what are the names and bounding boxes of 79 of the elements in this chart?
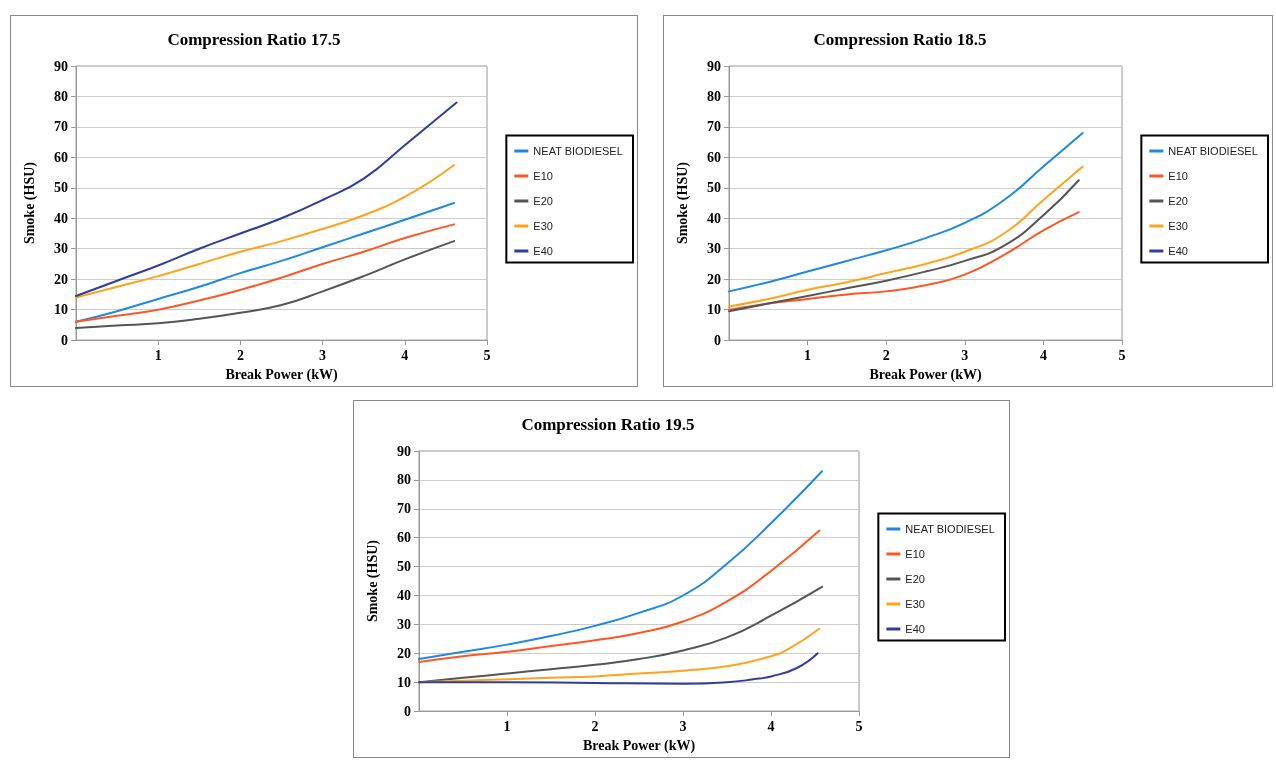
line-series (75, 240, 456, 329)
y-tick-label: 50 (54, 180, 68, 196)
y-tick-label: 30 (707, 241, 721, 257)
legend-label: E10 (533, 170, 553, 182)
y-tick-label: 80 (707, 88, 721, 104)
y-tick-label: 90 (707, 58, 721, 74)
legend-label: E10 (905, 548, 925, 560)
x-tick-label: 1 (503, 718, 511, 734)
x-axis-title: Break Power (kW) (582, 737, 696, 754)
x-tick-label: 1 (154, 347, 162, 363)
y-tick-label: 60 (707, 149, 721, 165)
y-tick-label: 40 (707, 210, 721, 226)
line-series (418, 470, 824, 661)
y-tick-label: 0 (714, 332, 721, 348)
y-tick-label: 0 (404, 703, 411, 719)
y-tick-label: 40 (54, 210, 68, 226)
y-tick-label: 50 (707, 180, 721, 196)
legend-label: E20 (533, 195, 553, 207)
legend-label: E30 (1168, 220, 1188, 232)
legend-label: NEAT BIODIESEL (533, 145, 623, 157)
legend-label: E40 (533, 245, 553, 257)
chart-title: Compression Ratio 19.5 (521, 415, 695, 434)
line-series (728, 132, 1084, 293)
line-series (75, 163, 456, 299)
x-axis-title: Break Power (kW) (869, 366, 982, 383)
legend-label: E30 (533, 220, 553, 232)
line-series (75, 202, 456, 323)
x-tick-label: 5 (855, 718, 863, 734)
legend-label: E20 (1168, 195, 1188, 207)
x-tick-label: 4 (1039, 347, 1047, 363)
y-axis-title: Smoke (HSU) (674, 161, 691, 245)
y-tick-label: 90 (54, 58, 68, 74)
y-tick-label: 10 (707, 302, 721, 318)
y-tick-label: 70 (707, 119, 721, 135)
x-tick-label: 2 (882, 347, 890, 363)
chart-title: Compression Ratio 17.5 (167, 30, 341, 49)
y-tick-label: 40 (397, 588, 411, 603)
legend-label: E40 (1168, 245, 1188, 257)
legend-label: E30 (905, 598, 925, 610)
line-series (418, 529, 821, 663)
y-tick-label: 80 (54, 88, 68, 104)
legend-label: NEAT BIODIESEL (905, 523, 995, 535)
y-tick-label: 30 (54, 241, 68, 257)
x-tick-label: 1 (804, 347, 812, 363)
legend-label: E10 (1168, 170, 1188, 182)
x-axis-title: Break Power (kW) (225, 366, 338, 383)
x-tick-label: 3 (319, 347, 327, 363)
y-tick-label: 80 (397, 472, 411, 488)
legend-label: E40 (905, 623, 925, 635)
y-tick-label: 10 (54, 302, 68, 318)
y-tick-label: 70 (54, 119, 68, 135)
x-tick-label: 2 (236, 347, 244, 363)
y-tick-label: 0 (61, 332, 68, 348)
y-tick-label: 20 (397, 645, 411, 661)
y-tick-label: 10 (397, 674, 411, 690)
y-tick-label: 20 (54, 271, 68, 287)
y-tick-label: 70 (397, 501, 411, 517)
x-tick-label: 5 (1118, 347, 1126, 363)
y-axis-title: Smoke (HSU) (21, 161, 38, 245)
y-tick-label: 90 (397, 443, 411, 459)
y-tick-label: 20 (707, 271, 721, 287)
y-tick-label: 60 (397, 530, 411, 546)
line-series (75, 101, 458, 297)
y-tick-label: 50 (397, 559, 411, 575)
x-tick-label: 3 (679, 718, 687, 734)
line-series (75, 223, 456, 323)
y-tick-label: 30 (397, 616, 411, 632)
chart-title: Compression Ratio 18.5 (813, 30, 987, 49)
legend-label: E20 (905, 573, 925, 585)
y-axis-title: Smoke (HSU) (364, 539, 381, 623)
line-series (418, 652, 819, 685)
x-tick-label: 3 (961, 347, 969, 363)
x-tick-label: 4 (401, 347, 409, 363)
x-tick-label: 4 (767, 718, 775, 734)
line-series (728, 211, 1080, 311)
x-tick-label: 2 (591, 718, 599, 734)
legend-label: NEAT BIODIESEL (1168, 145, 1258, 157)
y-tick-label: 60 (54, 149, 68, 165)
x-tick-label: 5 (483, 347, 491, 363)
